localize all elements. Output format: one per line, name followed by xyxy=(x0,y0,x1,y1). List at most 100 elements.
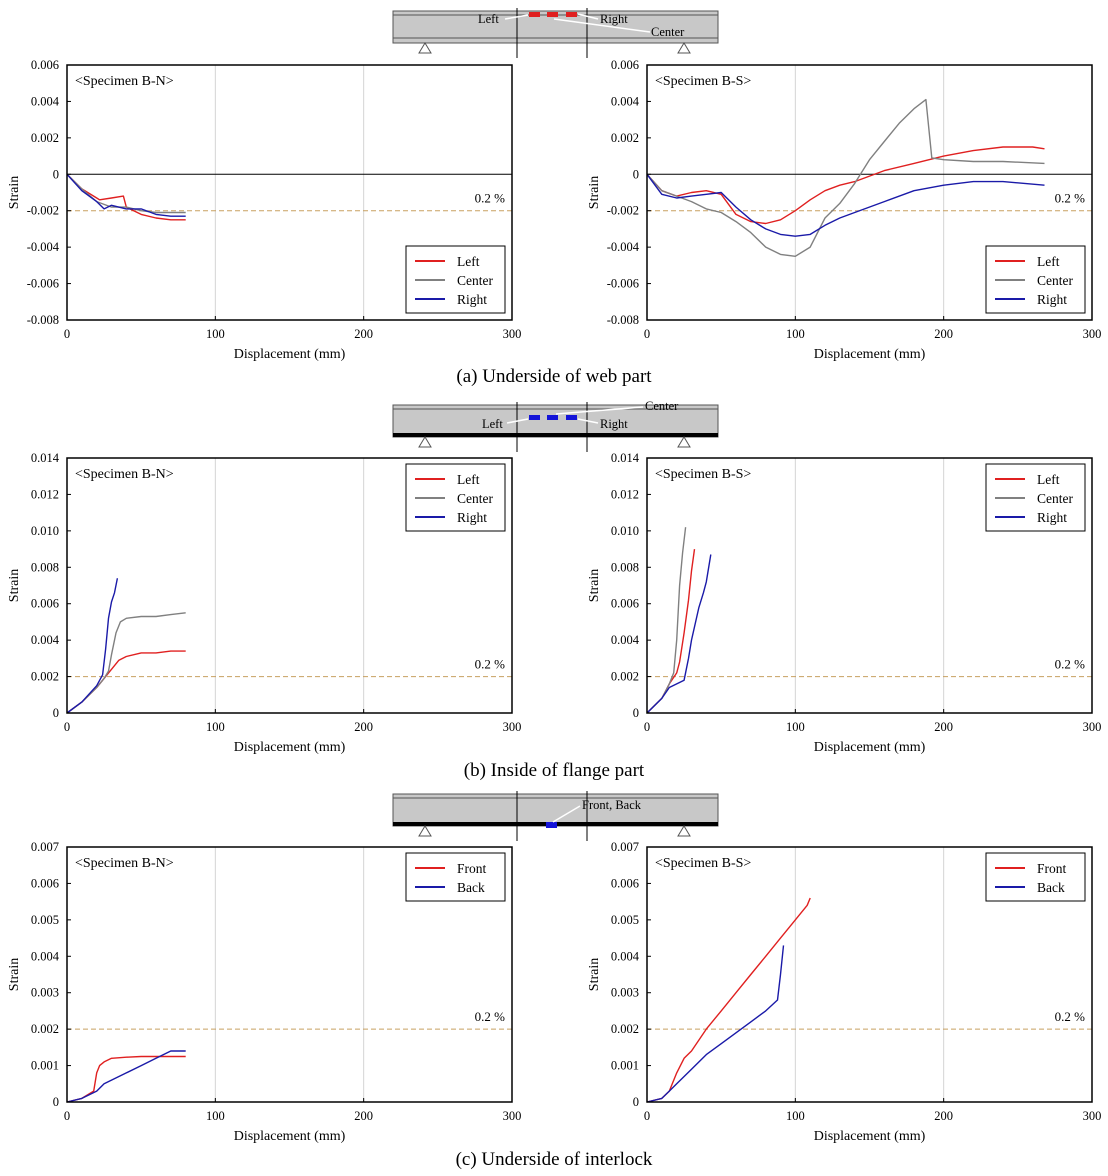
beam-diagram: Center Left Right xyxy=(392,399,719,452)
y-tick-label: 0.010 xyxy=(31,524,59,538)
y-axis-label: Strain xyxy=(587,176,602,209)
reference-label: 0.2 % xyxy=(475,657,506,672)
reference-label: 0.2 % xyxy=(1055,657,1086,672)
series-line-back xyxy=(66,1050,186,1103)
legend-label: Left xyxy=(1037,472,1060,487)
y-axis-label: Strain xyxy=(587,958,602,991)
y-tick-label: 0.001 xyxy=(31,1059,59,1073)
y-tick-label: -0.002 xyxy=(607,204,639,218)
pointer-line xyxy=(577,418,599,424)
gauge-label: Center xyxy=(651,25,685,39)
y-tick-label: 0.002 xyxy=(31,670,59,684)
gauge-marker xyxy=(547,415,558,420)
chart-title: <Specimen B-N> xyxy=(75,74,174,89)
x-tick-label: 100 xyxy=(206,720,225,734)
chart-panel: 0.2 % 0 0.002 0.004 0.006 0.008 0.010 0.012 0.01… xyxy=(7,451,521,755)
y-tick-label: 0.006 xyxy=(31,876,59,890)
gauge-label: Front, Back xyxy=(582,798,642,812)
x-tick-label: 200 xyxy=(354,720,373,734)
y-tick-label: 0.008 xyxy=(31,560,59,574)
beam-diagram: Left Right Center xyxy=(392,8,719,58)
gauge-label: Right xyxy=(600,417,628,431)
legend-box xyxy=(985,463,1086,532)
gauge-marker xyxy=(566,12,577,17)
legend-label: Back xyxy=(457,880,485,895)
pointer-line xyxy=(504,14,529,20)
plot-frame xyxy=(66,64,513,321)
gauge-marker xyxy=(529,415,540,420)
y-tick-label: 0 xyxy=(53,706,59,720)
reference-label: 0.2 % xyxy=(475,191,506,206)
support-icon xyxy=(677,436,691,448)
y-tick-label: 0.004 xyxy=(31,949,60,963)
gauge-label: Left xyxy=(482,417,503,431)
y-tick-label: 0.008 xyxy=(611,560,639,574)
support-icon xyxy=(677,825,691,837)
legend-label: Right xyxy=(457,510,487,525)
gauge-label: Left xyxy=(478,12,499,26)
y-tick-label: 0.014 xyxy=(611,451,640,465)
chart-title: <Specimen B-N> xyxy=(75,467,174,482)
plot-frame xyxy=(66,457,513,714)
legend-box xyxy=(985,852,1086,902)
y-tick-label: -0.002 xyxy=(27,204,59,218)
x-axis-label: Displacement (mm) xyxy=(234,740,346,755)
x-tick-label: 100 xyxy=(786,1109,805,1123)
y-tick-label: 0.003 xyxy=(31,986,59,1000)
x-tick-label: 200 xyxy=(934,720,953,734)
y-tick-label: 0 xyxy=(53,1095,59,1109)
y-tick-label: 0.012 xyxy=(611,487,639,501)
pointer-line xyxy=(506,418,529,424)
gauge-marker xyxy=(546,822,557,828)
plot-frame xyxy=(646,457,1093,714)
chart-title: <Specimen B-N> xyxy=(75,856,174,871)
support-icon xyxy=(418,825,432,837)
y-axis-label: Strain xyxy=(7,176,22,209)
chart-panel: 0.2 % 0 0.001 0.002 0.003 0.004 0.005 0.006 0.00… xyxy=(7,840,521,1144)
beam-flange xyxy=(393,433,718,437)
x-axis-label: Displacement (mm) xyxy=(814,1129,926,1144)
x-tick-label: 100 xyxy=(786,720,805,734)
plot-frame xyxy=(66,846,513,1103)
legend-label: Center xyxy=(1037,491,1073,506)
y-axis-label: Strain xyxy=(587,569,602,602)
y-tick-label: 0 xyxy=(633,1095,639,1109)
y-tick-label: 0.004 xyxy=(611,94,640,108)
plot-frame xyxy=(646,64,1093,321)
gauge-marker xyxy=(566,415,577,420)
x-tick-label: 200 xyxy=(354,1109,373,1123)
legend-label: Back xyxy=(1037,880,1065,895)
legend-label: Front xyxy=(1037,861,1067,876)
gauge-marker xyxy=(547,12,558,17)
x-tick-label: 0 xyxy=(644,720,650,734)
y-tick-label: 0.004 xyxy=(611,949,640,963)
y-tick-label: 0 xyxy=(633,706,639,720)
y-tick-label: 0.006 xyxy=(611,58,639,72)
y-tick-label: 0.002 xyxy=(31,1022,59,1036)
legend-label: Left xyxy=(457,472,480,487)
series-line-left xyxy=(646,146,1045,225)
reference-label: 0.2 % xyxy=(1055,1009,1086,1024)
gauge-label: Center xyxy=(645,399,679,413)
series-line-front xyxy=(646,897,811,1103)
series-line-right xyxy=(66,173,186,217)
y-tick-label: -0.004 xyxy=(607,240,640,254)
x-tick-label: 100 xyxy=(206,327,225,341)
y-tick-label: 0.006 xyxy=(611,597,639,611)
caption-b: (b) Inside of flange part xyxy=(463,760,645,781)
x-tick-label: 200 xyxy=(934,1109,953,1123)
y-tick-label: 0.005 xyxy=(611,913,639,927)
reference-label: 0.2 % xyxy=(1055,191,1086,206)
x-tick-label: 0 xyxy=(64,1109,70,1123)
chart-title: <Specimen B-S> xyxy=(655,856,751,871)
series-line-center xyxy=(66,173,186,214)
y-tick-label: 0.012 xyxy=(31,487,59,501)
beam-diagram: Front, Back xyxy=(392,791,719,841)
y-tick-label: 0.007 xyxy=(31,840,59,854)
y-axis-label: Strain xyxy=(7,569,22,602)
x-tick-label: 300 xyxy=(503,1109,522,1123)
legend-label: Left xyxy=(457,254,480,269)
y-tick-label: 0 xyxy=(633,167,639,181)
legend-label: Center xyxy=(1037,273,1073,288)
